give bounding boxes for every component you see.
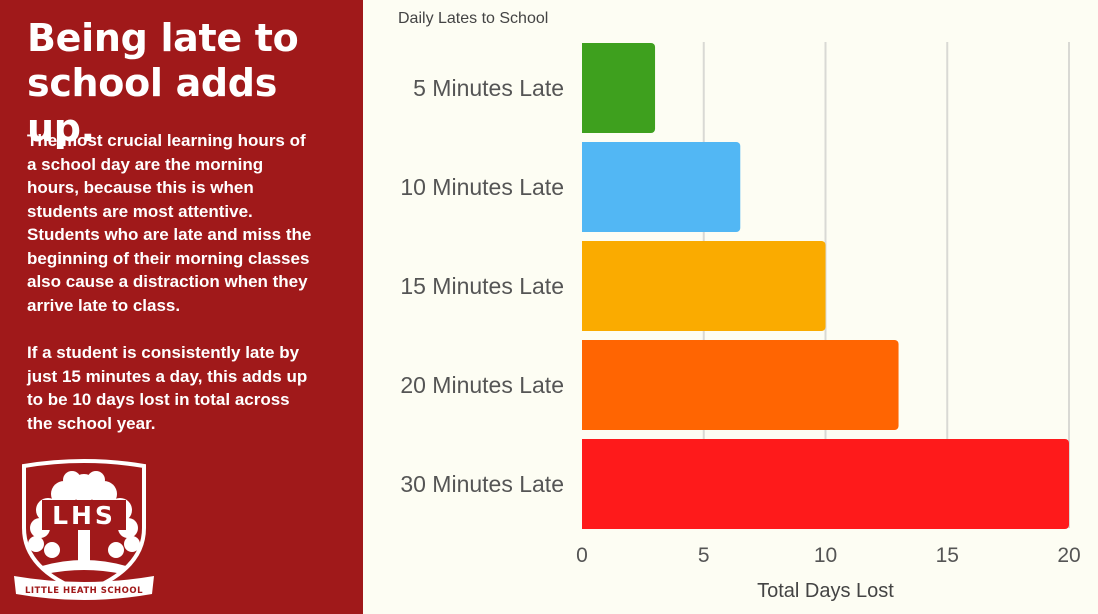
info-panel: Being late to school adds up. The most c… (0, 0, 363, 614)
x-tick-label: 15 (936, 544, 959, 567)
chart-area: Daily Lates to School 5 Minutes Late 10 M… (363, 0, 1098, 614)
category-label-5: 30 Minutes Late (400, 471, 564, 497)
bar-3 (582, 241, 826, 331)
category-labels: 5 Minutes Late 10 Minutes Late 15 Minutes … (400, 75, 564, 497)
bar-1-edge (582, 43, 588, 133)
logo-initials: LHS (52, 501, 116, 530)
bar-4-edge (582, 340, 588, 430)
headline: Being late to school adds up. (27, 16, 299, 150)
x-tick-label: 0 (576, 544, 588, 567)
intro-paragraph: The most crucial learning hours of a sch… (27, 131, 312, 315)
bar-2-edge (582, 142, 588, 232)
category-label-3: 15 Minutes Late (400, 273, 564, 299)
bars (582, 43, 1069, 529)
bar-5-edge (582, 439, 588, 529)
x-tick-label: 10 (814, 544, 837, 567)
category-label-1: 5 Minutes Late (413, 75, 564, 101)
bar-4 (582, 340, 899, 430)
x-axis-label: Total Days Lost (757, 580, 894, 602)
category-label-2: 10 Minutes Late (400, 174, 564, 200)
x-tick-labels: 0 5 10 15 20 (576, 544, 1081, 567)
bar-5 (582, 439, 1069, 529)
bar-chart: Daily Lates to School 5 Minutes Late 10 M… (398, 10, 1081, 602)
school-crest-logo: LHS LITTLE HEATH SCHOOL (12, 458, 156, 606)
bar-1 (582, 43, 656, 133)
category-label-4: 20 Minutes Late (400, 372, 564, 398)
x-tick-label: 20 (1057, 544, 1080, 567)
bar-3-edge (582, 241, 588, 331)
summary-paragraph: If a student is consistently late by jus… (27, 343, 308, 433)
bar-2 (582, 142, 741, 232)
logo-school-name: LITTLE HEATH SCHOOL (25, 586, 143, 596)
x-tick-label: 5 (698, 544, 710, 567)
chart-title: Daily Lates to School (398, 10, 548, 27)
